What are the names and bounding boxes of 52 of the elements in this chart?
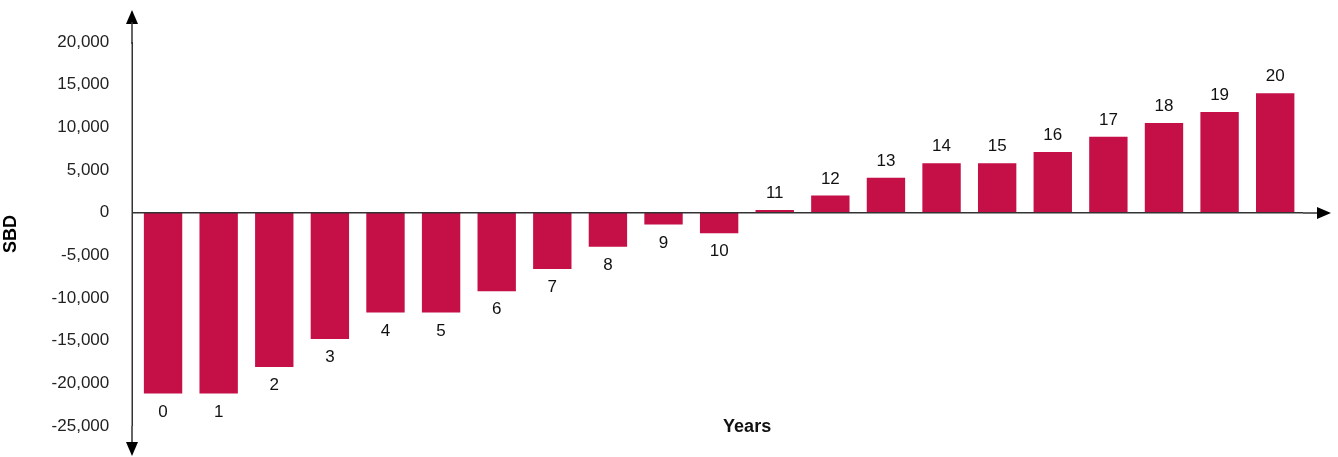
- bar: [1256, 93, 1295, 213]
- y-tick-label: -15,000: [51, 330, 110, 350]
- bar: [1033, 152, 1072, 213]
- bar: [366, 212, 405, 313]
- y-tick-label: -20,000: [51, 373, 110, 393]
- x-tick-label: 8: [603, 254, 613, 274]
- bar: [310, 212, 350, 339]
- x-tick-label: 10: [709, 241, 729, 261]
- y-tick-label: 15,000: [57, 74, 110, 94]
- x-tick-label: 14: [932, 136, 952, 156]
- bar: [588, 212, 628, 247]
- x-tick-label: 4: [380, 320, 391, 340]
- bar: [699, 212, 739, 234]
- x-tick-label: 20: [1265, 66, 1285, 86]
- bar: [922, 163, 961, 213]
- x-axis-title: Years: [723, 415, 772, 436]
- y-tick-label: -25,000: [51, 415, 110, 435]
- y-tick-label: 20,000: [57, 31, 110, 51]
- y-axis-title: SBD: [0, 214, 20, 254]
- x-tick-label: 1: [213, 401, 224, 421]
- bar: [477, 212, 516, 292]
- bar: [143, 212, 183, 394]
- x-tick-label: 17: [1098, 109, 1118, 129]
- y-tick-label: 5,000: [66, 159, 110, 179]
- x-tick-label: 2: [269, 375, 280, 395]
- x-tick-label: 6: [491, 299, 502, 319]
- x-tick-label: 5: [436, 320, 446, 340]
- x-tick-label: 19: [1210, 85, 1230, 105]
- bar: [533, 212, 572, 269]
- bar: [811, 195, 850, 213]
- bar: [199, 212, 238, 394]
- x-tick-label: 15: [987, 136, 1007, 156]
- y-tick-label: -5,000: [61, 245, 110, 265]
- bar: [421, 212, 461, 313]
- y-tick-label: 10,000: [57, 117, 110, 137]
- x-tick-label: 7: [547, 277, 558, 297]
- bar: [1089, 136, 1128, 213]
- bar: [1144, 123, 1184, 213]
- x-tick-label: 12: [820, 168, 840, 188]
- bar: [1200, 111, 1239, 213]
- bar: [644, 212, 683, 225]
- x-tick-label: 9: [658, 232, 669, 252]
- x-tick-label: 3: [325, 347, 335, 367]
- x-tick-label: 11: [765, 183, 784, 203]
- y-tick-label: -10,000: [51, 287, 110, 307]
- bar: [255, 212, 294, 368]
- x-tick-label: 13: [876, 150, 896, 170]
- x-tick-label: 16: [1043, 125, 1063, 145]
- bar: [977, 163, 1017, 213]
- bar: [866, 177, 906, 213]
- y-tick-label: 0: [99, 202, 110, 222]
- x-tick-label: 18: [1154, 96, 1174, 116]
